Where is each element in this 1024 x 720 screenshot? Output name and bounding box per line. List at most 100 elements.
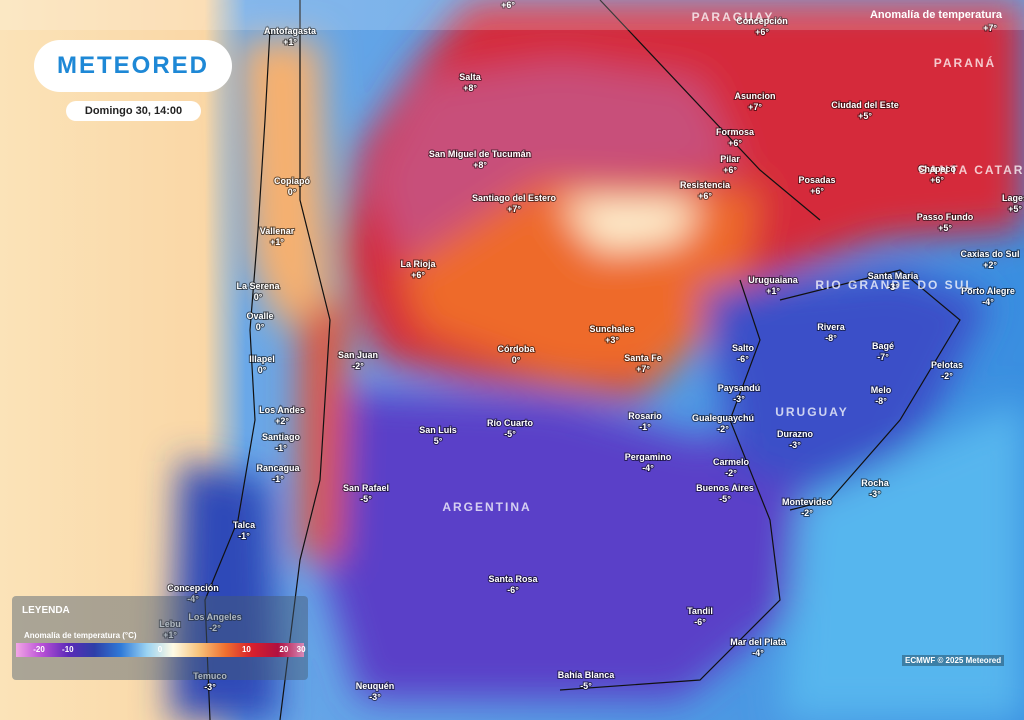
city-name: Bahía Blanca (558, 670, 616, 680)
city-anomaly: +1° (766, 286, 780, 296)
scale-tick: -20 (33, 645, 45, 654)
city-anomaly: -3° (204, 682, 216, 692)
city-name: Porto Alegre (961, 286, 1015, 296)
city-anomaly: -5° (580, 681, 592, 691)
city-anomaly: -3° (733, 394, 745, 404)
city-anomaly: -3° (369, 692, 381, 702)
city-anomaly: -5° (719, 494, 731, 504)
city-name: Ciudad del Este (831, 100, 899, 110)
color-scale: -20 -10 0 10 20 30 (16, 643, 306, 657)
city-anomaly: +1° (270, 237, 284, 247)
city-anomaly: +6° (930, 175, 944, 185)
city-anomaly: +5° (858, 111, 872, 121)
city-anomaly: +5° (1008, 204, 1022, 214)
city-anomaly: -2° (717, 424, 729, 434)
region-label: URUGUAY (775, 405, 849, 419)
city-anomaly: -5° (360, 494, 372, 504)
city-anomaly: +3° (605, 335, 619, 345)
city-anomaly: -2° (941, 371, 953, 381)
city-name: Gualeguaychú (692, 413, 754, 423)
city-name: Rancagua (256, 463, 300, 473)
city-anomaly: 5° (434, 436, 443, 446)
city-anomaly: -2° (209, 623, 221, 633)
city-name: Caxias do Sul (960, 249, 1019, 259)
city-anomaly: +1° (283, 37, 297, 47)
scale-tick: 0 (157, 645, 163, 654)
scale-tick: -10 (62, 645, 74, 654)
legend-title: LEYENDA (22, 605, 70, 616)
city-anomaly: +7° (507, 204, 521, 214)
city-anomaly: -4° (187, 594, 199, 604)
logo[interactable]: METEORED (34, 40, 232, 92)
city-name: La Rioja (400, 259, 436, 269)
city-anomaly: 0° (254, 292, 263, 302)
top-bar (0, 0, 1024, 30)
city-anomaly: +6° (810, 186, 824, 196)
region-label: PARAGUAY (692, 10, 775, 24)
city-name: Los Angeles (188, 612, 241, 622)
city-anomaly: -4° (982, 297, 994, 307)
date-badge[interactable]: Domingo 30, 14:00 (66, 101, 201, 121)
city-anomaly: -8° (875, 396, 887, 406)
city-anomaly: +6° (411, 270, 425, 280)
city-name: Los Andes (259, 405, 305, 415)
city-name: San Juan (338, 350, 378, 360)
city-name: Talca (233, 520, 256, 530)
city-anomaly: +2° (983, 260, 997, 270)
city-anomaly: +6° (755, 27, 769, 37)
city-name: Santa Rosa (488, 574, 538, 584)
city-name: Rivera (817, 322, 846, 332)
city-name: Mar del Plata (730, 637, 787, 647)
city-name: Carmelo (713, 457, 750, 467)
city-name: Salto (732, 343, 755, 353)
legend: LEYENDA Anomalía de temperatura (°C) -20… (12, 596, 308, 680)
city-name: Río Cuarto (487, 418, 534, 428)
city-anomaly: -1° (238, 531, 250, 541)
city-anomaly: -6° (507, 585, 519, 595)
city-name: Lebu (159, 619, 181, 629)
city-name: Melo (871, 385, 892, 395)
city-name: Montevideo (782, 497, 833, 507)
city-anomaly: -2° (801, 508, 813, 518)
legend-subtitle: Anomalía de temperatura (°C) (24, 631, 137, 640)
city-name: Temuco (193, 671, 227, 681)
city-name: San Rafael (343, 483, 389, 493)
city-anomaly: +5° (938, 223, 952, 233)
city-anomaly: +8° (463, 83, 477, 93)
city-name: Vallenar (260, 226, 295, 236)
city-anomaly: +7° (748, 102, 762, 112)
city-name: Tandil (687, 606, 713, 616)
city-anomaly: +6° (501, 0, 515, 10)
region-label: ARGENTINA (442, 500, 531, 514)
city-name: Antofagasta (264, 26, 317, 36)
city-anomaly: 0° (256, 322, 265, 332)
anomaly-field (170, 0, 1024, 720)
city-anomaly: 0° (258, 365, 267, 375)
city-name: Santa Fe (624, 353, 662, 363)
city-anomaly: +7° (983, 23, 997, 33)
city-name: Paysandú (718, 383, 761, 393)
city-name: Posadas (798, 175, 835, 185)
city-name: Chapecó (918, 164, 957, 174)
city-name: Rocha (861, 478, 890, 488)
city-name: Illapel (249, 354, 275, 364)
city-name: Formosa (716, 127, 755, 137)
city-anomaly: -5° (504, 429, 516, 439)
city-name: Durazno (777, 429, 814, 439)
layer-title[interactable]: Anomalía de temperatura (869, 9, 1002, 21)
city-anomaly: -1° (639, 422, 651, 432)
city-anomaly: -1° (275, 443, 287, 453)
city-anomaly: 0° (512, 355, 521, 365)
city-anomaly: +1° (163, 630, 177, 640)
city-name: Asuncion (734, 91, 775, 101)
city-anomaly: -2° (725, 468, 737, 478)
city-anomaly: +6° (728, 138, 742, 148)
borders (204, 0, 961, 720)
city-anomaly: -3° (887, 282, 899, 292)
city-anomaly: +8° (473, 160, 487, 170)
city-anomaly: +7° (636, 364, 650, 374)
region-label: PARANÁ (934, 55, 996, 70)
city-name: San Miguel de Tucumán (429, 149, 531, 159)
